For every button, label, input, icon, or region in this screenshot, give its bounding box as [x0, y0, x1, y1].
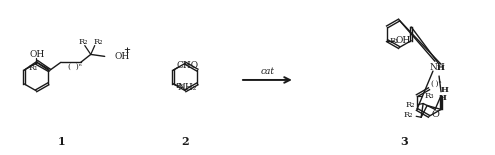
Text: H: H: [439, 94, 447, 102]
Text: R₃: R₃: [176, 82, 186, 90]
Text: H: H: [441, 86, 449, 94]
Text: H: H: [437, 64, 445, 72]
Text: OH: OH: [115, 52, 130, 61]
Text: (  )ⁿ: ( )ⁿ: [68, 63, 82, 71]
Text: R₁: R₁: [390, 37, 399, 45]
Text: NH₂: NH₂: [178, 83, 197, 92]
Text: cat: cat: [260, 67, 274, 76]
Text: 1: 1: [57, 136, 65, 147]
Text: O: O: [431, 110, 439, 119]
Text: CHO: CHO: [176, 61, 198, 70]
Text: R₂: R₂: [78, 38, 88, 46]
Text: R₂: R₂: [406, 102, 415, 109]
Text: R₂: R₂: [94, 38, 103, 46]
Text: R₃: R₃: [424, 92, 434, 100]
Text: +: +: [123, 46, 130, 55]
Text: OH: OH: [30, 50, 45, 59]
Text: ( )ⁿ: ( )ⁿ: [431, 80, 442, 88]
Text: 2: 2: [182, 136, 189, 147]
Text: NH: NH: [429, 63, 445, 72]
Text: 3: 3: [400, 136, 408, 147]
Text: R₁: R₁: [29, 64, 38, 72]
Text: R₂: R₂: [404, 111, 413, 119]
Text: OH: OH: [396, 36, 411, 45]
